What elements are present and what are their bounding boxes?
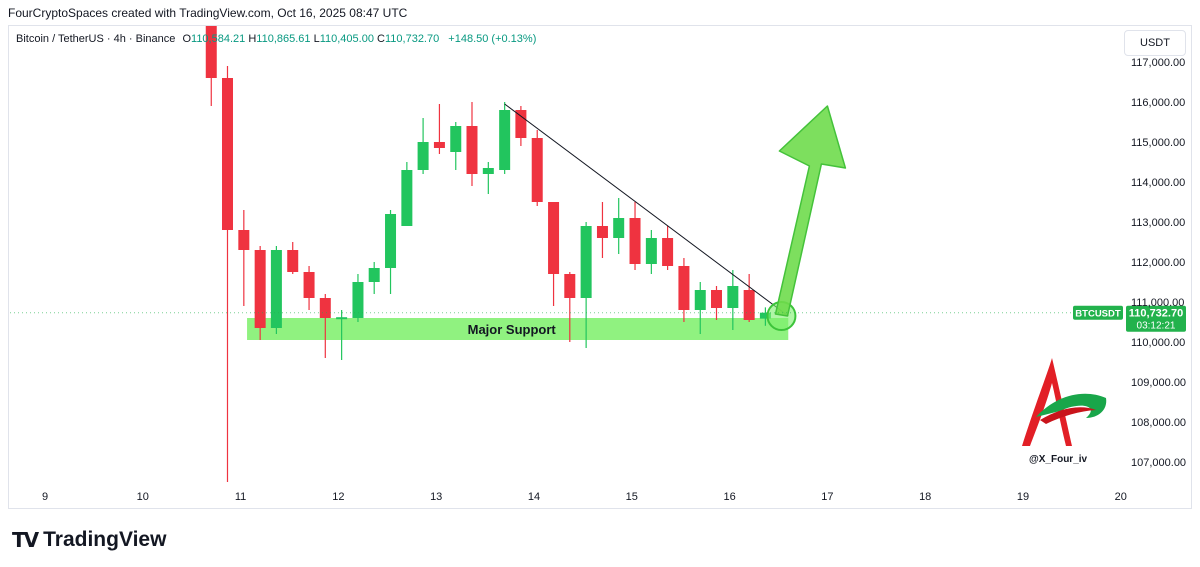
candle-body [401, 170, 413, 226]
x-tick-label: 19 [1017, 491, 1029, 503]
x-tick-label: 14 [528, 491, 540, 503]
tradingview-logo-icon: TV [12, 528, 39, 552]
candle-body [499, 110, 511, 170]
y-tick-label: 108,000.00 [1131, 417, 1186, 429]
y-tick-label: 116,000.00 [1131, 97, 1185, 109]
close-key: C [377, 33, 385, 45]
x-tick-label: 16 [723, 491, 735, 503]
y-tick-label: 107,000.00 [1131, 457, 1186, 469]
axis-layer: 107,000.00 108,000.00 109,000.00 110,000.00… [42, 57, 1186, 503]
support-zone [247, 318, 789, 340]
candle-body [531, 138, 543, 202]
x-tick-label: 13 [430, 491, 442, 503]
candle-body [759, 312, 771, 319]
candle-body [385, 214, 397, 268]
candle-body [238, 230, 250, 250]
candle-body [580, 226, 592, 298]
x-tick-label: 18 [919, 491, 931, 503]
symbol-label: Bitcoin / TetherUS · 4h · Binance [16, 33, 176, 45]
support-zone-label: Major Support [468, 322, 557, 337]
symbol-tag [1073, 305, 1123, 320]
candle-body [743, 290, 755, 320]
candle-body [205, 26, 217, 78]
candle-body [287, 250, 299, 272]
y-tick-label: 109,000.00 [1131, 377, 1186, 389]
y-tick-label: 114,000.00 [1131, 177, 1185, 189]
candle-body [303, 272, 315, 298]
open-value: 110,584.21 [191, 33, 246, 45]
projection-arrow [774, 105, 847, 317]
y-tick-label: 111,000.00 [1131, 297, 1184, 309]
x-tick-label: 20 [1115, 491, 1127, 503]
candle-body [336, 317, 348, 320]
x-tick-label: 12 [332, 491, 344, 503]
chart-frame [8, 25, 1192, 509]
candle-body [433, 142, 445, 148]
support-layer: Major Support [247, 318, 789, 340]
candle-body [694, 290, 706, 310]
candle-body [270, 250, 282, 328]
candle-body [221, 78, 233, 230]
price-tag-countdown: 03:12:21 [1137, 321, 1176, 332]
symbol-tag-label: BTCUSDT [1075, 309, 1121, 320]
tradingview-wordmark: TradingView [43, 528, 167, 551]
chart-attribution: FourCryptoSpaces created with TradingVie… [8, 6, 408, 20]
candle-body [678, 266, 690, 310]
candle-body [596, 226, 608, 238]
high-key: H [248, 33, 257, 45]
y-tick-label: 113,000.00 [1131, 217, 1185, 229]
close-value: 110,732.70 [384, 33, 440, 45]
low-key: L [313, 33, 320, 45]
y-tick-label: 112,000.00 [1131, 257, 1185, 269]
candle-body [564, 274, 576, 298]
candle-body [482, 168, 494, 174]
candle-body [613, 218, 625, 238]
x-tick-label: 10 [137, 491, 149, 503]
candle-body [645, 238, 657, 264]
candle-body [417, 142, 429, 170]
change-value: +148.50 (+0.13%) [448, 33, 537, 45]
watermark-logo [1022, 358, 1107, 446]
candle-body [368, 268, 380, 282]
candle-body [450, 126, 462, 152]
y-tick-label: 110,000.00 [1131, 337, 1185, 349]
open-key: O [182, 33, 192, 45]
x-tick-label: 17 [821, 491, 833, 503]
x-tick-label: 9 [42, 491, 48, 503]
high-value: 110,865.61 [256, 33, 311, 45]
resistance-trendline [504, 103, 789, 317]
candle-body [727, 286, 739, 308]
x-tick-label: 15 [626, 491, 638, 503]
candle-body [629, 218, 641, 264]
candle-body [319, 298, 331, 318]
candle-body [662, 238, 674, 266]
candle-body [466, 126, 478, 174]
y-tick-label: 115,000.00 [1131, 137, 1185, 149]
candle-body [515, 110, 527, 138]
y-tick-label: 117,000.00 [1131, 57, 1185, 69]
candle-body [710, 290, 722, 308]
price-tag-value: 110,732.70 [1129, 308, 1183, 320]
candle-layer [205, 26, 771, 482]
candle-body [254, 250, 266, 328]
candle-body [548, 202, 560, 274]
tradingview-logo[interactable]: TV TradingView [12, 528, 166, 552]
candle-body [352, 282, 364, 318]
watermark-handle: @X_Four_iv [1029, 454, 1088, 465]
low-value: 110,405.00 [319, 33, 374, 45]
price-tag [1126, 305, 1186, 332]
symbol-legend: Bitcoin / TetherUS · 4h · Binance O110,5… [16, 33, 536, 45]
x-tick-label: 11 [235, 491, 246, 503]
currency-button[interactable]: USDT [1124, 30, 1186, 56]
